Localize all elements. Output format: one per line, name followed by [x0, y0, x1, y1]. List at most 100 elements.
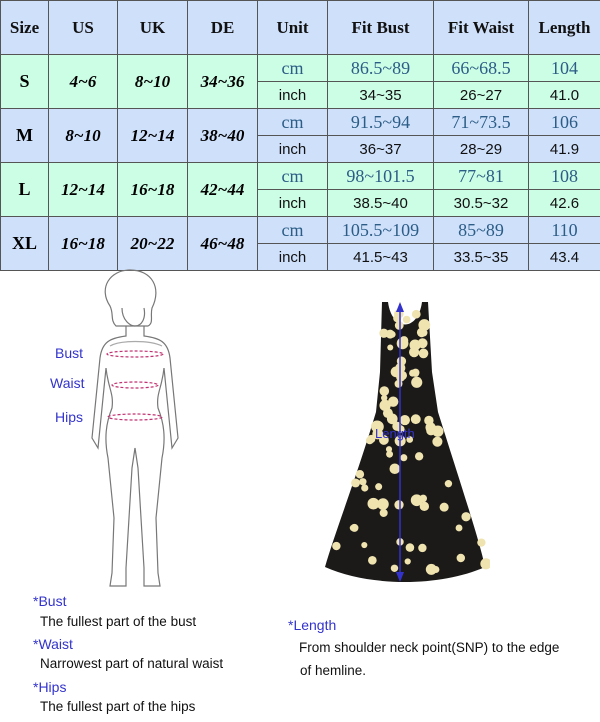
- daisy-print: [399, 336, 409, 345]
- size-cell: M: [0, 108, 49, 163]
- dress-photo: [325, 302, 490, 582]
- daisy-print: [424, 415, 434, 426]
- daisy-print: [392, 421, 402, 431]
- cm-waist-cell: 71~73.5: [433, 108, 529, 136]
- cm-length-cell: 104: [528, 54, 600, 82]
- size-cell: L: [0, 162, 49, 217]
- us-size-cell: 16~18: [48, 216, 118, 271]
- daisy-print: [371, 420, 383, 433]
- table-row: inch 38.5~40 30.5~32 42.6: [1, 189, 600, 217]
- daisy-print: [420, 328, 428, 337]
- figure-label-bust: Bust: [55, 345, 84, 361]
- table-row: inch 34~35 26~27 41.0: [1, 81, 600, 109]
- figure-label-waist: Waist: [50, 375, 85, 391]
- cm-bust-cell: 98~101.5: [327, 162, 434, 190]
- cm-unit-cell: cm: [257, 216, 328, 244]
- note-waist-desc: Narrowest part of natural waist: [40, 656, 224, 671]
- daisy-print: [368, 556, 377, 565]
- note-hips-title: *Hips: [33, 679, 67, 695]
- inch-waist-cell: 33.5~35: [433, 243, 529, 271]
- hair-outline: [104, 269, 157, 327]
- daisy-print: [332, 541, 341, 551]
- daisy-print: [361, 484, 369, 492]
- daisy-print: [461, 512, 471, 522]
- daisy-print: [418, 319, 431, 331]
- inch-waist-cell: 26~27: [433, 81, 529, 109]
- inch-length-cell: 42.6: [528, 189, 600, 217]
- daisy-print: [394, 379, 403, 388]
- inch-length-cell: 43.4: [528, 243, 600, 271]
- bust-line: [106, 350, 164, 358]
- daisy-print: [379, 435, 389, 445]
- uk-size-cell: 8~10: [117, 54, 188, 109]
- dress-label-length: Length: [375, 426, 415, 441]
- us-size-cell: 8~10: [48, 108, 118, 163]
- inch-bust-cell: 34~35: [327, 81, 434, 109]
- cm-length-cell: 106: [528, 108, 600, 136]
- cm-bust-cell: 91.5~94: [327, 108, 434, 136]
- daisy-print: [455, 524, 463, 532]
- daisy-print: [367, 434, 376, 444]
- figure-label-hips: Hips: [55, 409, 84, 425]
- daisy-print: [405, 543, 415, 552]
- note-bust-desc: The fullest part of the bust: [40, 614, 197, 629]
- daisy-print: [399, 414, 410, 426]
- inch-bust-cell: 36~37: [327, 135, 434, 163]
- cm-waist-cell: 66~68.5: [433, 54, 529, 82]
- daisy-print: [402, 315, 411, 324]
- table-row: M 8~10 12~14 38~40 cm 91.5~94 71~73.5 106: [0, 108, 600, 163]
- column-header: Fit Bust: [327, 0, 434, 55]
- column-header: UK: [117, 0, 188, 55]
- column-header: DE: [187, 0, 258, 55]
- daisy-print: [477, 538, 486, 547]
- daisy-print: [404, 558, 411, 565]
- column-header: Unit: [257, 0, 328, 55]
- daisy-print: [414, 452, 424, 461]
- daisy-print: [419, 501, 430, 511]
- inch-unit-cell: inch: [257, 243, 328, 271]
- daisy-print: [411, 368, 420, 377]
- daisy-print: [387, 396, 399, 407]
- daisy-print: [387, 344, 394, 351]
- size-cell: S: [0, 54, 49, 109]
- daisy-print: [355, 470, 365, 479]
- daisy-print: [388, 330, 396, 338]
- daisy-print: [385, 446, 393, 453]
- daisy-print: [406, 436, 414, 443]
- daisy-print: [375, 483, 383, 491]
- de-size-cell: 34~36: [187, 54, 258, 109]
- inch-bust-cell: 38.5~40: [327, 189, 434, 217]
- inch-waist-cell: 28~29: [433, 135, 529, 163]
- column-header: Fit Waist: [433, 0, 529, 55]
- uk-size-cell: 16~18: [117, 162, 188, 217]
- daisy-print: [444, 479, 453, 488]
- daisy-print: [418, 543, 427, 553]
- daisy-print: [377, 498, 389, 510]
- daisy-print: [439, 502, 449, 512]
- inch-unit-cell: inch: [257, 135, 328, 163]
- note-bust-title: *Bust: [33, 593, 67, 609]
- cm-unit-cell: cm: [257, 108, 328, 136]
- daisy-print: [350, 523, 359, 532]
- cm-waist-cell: 77~81: [433, 162, 529, 190]
- daisy-print: [411, 309, 421, 319]
- daisy-print: [386, 450, 394, 458]
- de-size-cell: 46~48: [187, 216, 258, 271]
- daisy-print: [351, 478, 361, 488]
- cm-unit-cell: cm: [257, 54, 328, 82]
- cm-bust-cell: 105.5~109: [327, 216, 434, 244]
- daisy-print: [432, 566, 440, 573]
- daisy-print: [394, 321, 404, 330]
- daisy-print: [410, 494, 423, 507]
- column-header: US: [48, 0, 118, 55]
- daisy-print: [400, 454, 408, 462]
- daisy-print: [389, 463, 401, 475]
- hips-line: [107, 413, 163, 421]
- daisy-print: [409, 339, 421, 351]
- daisy-print: [379, 386, 390, 396]
- inch-waist-cell: 30.5~32: [433, 189, 529, 217]
- uk-size-cell: 20~22: [117, 216, 188, 271]
- table-row: XL 16~18 20~22 46~48 cm 105.5~109 85~89 110: [0, 216, 600, 271]
- cm-waist-cell: 85~89: [433, 216, 529, 244]
- uk-size-cell: 12~14: [117, 108, 188, 163]
